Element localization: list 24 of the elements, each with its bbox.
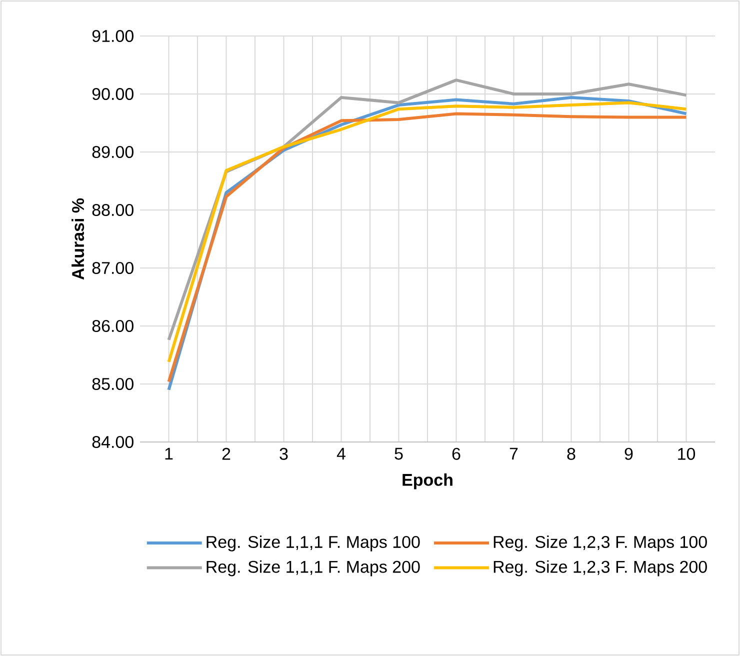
y-tick-label: 86.00 [92, 320, 134, 332]
x-tick-label: 5 [394, 448, 403, 460]
y-axis-title: Akurasi % [72, 198, 84, 280]
legend-label: Reg. Size 1,1,1 F. Maps 200 [206, 560, 420, 576]
x-tick-label: 1 [165, 448, 173, 460]
y-tick-label: 85.00 [92, 378, 134, 390]
x-axis-title: Epoch [402, 473, 452, 490]
x-tick-label: 7 [510, 448, 518, 460]
y-tick-label: 90.00 [92, 88, 134, 100]
x-tick-label: 9 [624, 448, 633, 460]
x-tick-label: 8 [567, 448, 576, 460]
x-tick-label: 6 [452, 448, 460, 460]
y-tick-label: 91.00 [92, 30, 134, 42]
legend-label: Reg. Size 1,2,3 F. Maps 200 [494, 560, 707, 576]
y-tick-label: 87.00 [92, 262, 134, 274]
x-tick-label: 4 [336, 448, 346, 460]
y-tick-label: 88.00 [92, 204, 134, 216]
x-tick-label: 10 [678, 448, 696, 460]
x-tick-label: 2 [222, 448, 230, 460]
legend-label: Reg. Size 1,1,1 F. Maps 100 [206, 536, 420, 552]
y-tick-label: 89.00 [92, 146, 134, 158]
y-tick-label: 84.00 [92, 436, 134, 448]
legend-label: Reg. Size 1,2,3 F. Maps 100 [494, 536, 707, 552]
x-tick-label: 3 [280, 448, 288, 460]
